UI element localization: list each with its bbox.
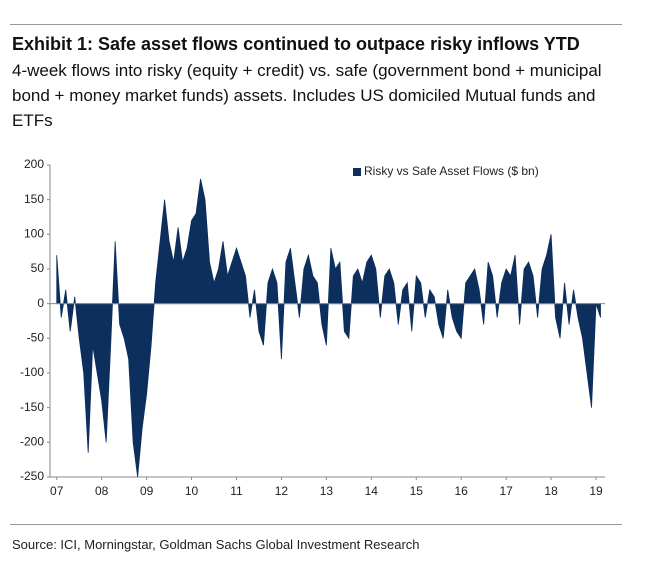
x-tick-label: 11 [230, 484, 243, 498]
x-tick-label: 10 [185, 484, 199, 498]
bottom-rule [10, 524, 622, 525]
top-rule [10, 24, 622, 25]
y-tick-label: 200 [24, 157, 44, 171]
x-tick-label: 19 [589, 484, 603, 498]
y-tick-label: -200 [20, 435, 44, 449]
legend-swatch [353, 168, 361, 176]
y-tick-label: 0 [37, 296, 44, 310]
y-tick-label: -150 [20, 400, 44, 414]
y-tick-label: -50 [27, 331, 45, 345]
legend-label: Risky vs Safe Asset Flows ($ bn) [364, 164, 539, 178]
y-tick-label: 50 [31, 261, 45, 275]
x-tick-label: 07 [50, 484, 64, 498]
x-tick-label: 16 [455, 484, 469, 498]
x-tick-label: 18 [544, 484, 558, 498]
chart-subtitle: 4-week flows into risky (equity + credit… [12, 61, 602, 130]
y-tick-label: 100 [24, 227, 44, 241]
chart: -250 -200 -150 -100 -50 0 50 100 150 200 07 08 09 10 1… [20, 157, 605, 498]
x-tick-label: 12 [275, 484, 289, 498]
area [56, 178, 601, 478]
x-tick-label: 08 [95, 484, 109, 498]
y-tick-label: -250 [20, 469, 44, 483]
y-tick-label: -100 [20, 365, 44, 379]
x-tick-label: 09 [140, 484, 154, 498]
y-tick-label: 150 [24, 192, 44, 206]
x-tick-label: 15 [410, 484, 424, 498]
chart-title: Exhibit 1: Safe asset flows continued to… [12, 34, 580, 54]
x-tick-label: 14 [365, 484, 379, 498]
x-tick-label: 17 [499, 484, 513, 498]
x-tick-label: 13 [320, 484, 334, 498]
source: Source: ICI, Morningstar, Goldman Sachs … [12, 537, 420, 552]
